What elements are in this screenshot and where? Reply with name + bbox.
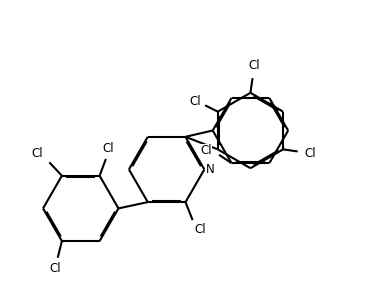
Text: Cl: Cl — [50, 262, 62, 275]
Text: Cl: Cl — [249, 59, 260, 72]
Text: Cl: Cl — [189, 95, 201, 108]
Text: N: N — [206, 163, 215, 176]
Text: Cl: Cl — [102, 142, 114, 155]
Text: Cl: Cl — [201, 144, 212, 157]
Text: Cl: Cl — [194, 223, 206, 236]
Text: Cl: Cl — [305, 147, 316, 160]
Text: Cl: Cl — [31, 147, 43, 160]
